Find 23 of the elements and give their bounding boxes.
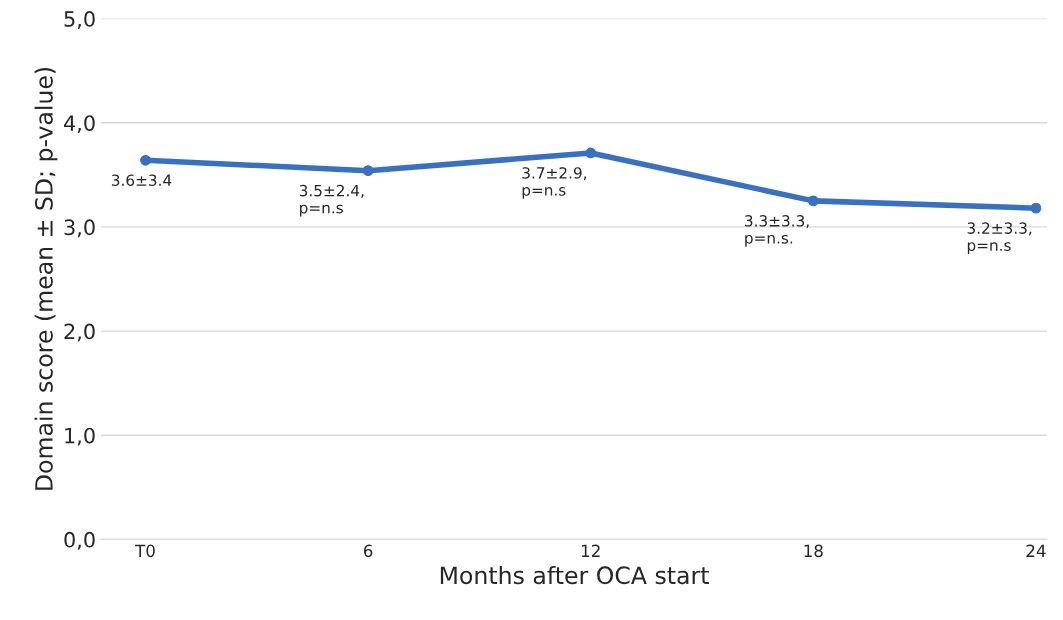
annotation: 3.3±3.3, p=n.s. xyxy=(745,215,809,247)
point xyxy=(1030,202,1042,214)
y-tick-label: 0,0 xyxy=(64,531,95,550)
point xyxy=(362,165,374,177)
point xyxy=(585,147,597,159)
x-tick-label: 18 xyxy=(804,544,823,558)
annotation: 3.2±3.3, p=n.s xyxy=(967,222,1032,254)
point xyxy=(807,195,819,207)
annotation: 3.5±2.4, p=n.s xyxy=(299,184,364,217)
x-tick-label: 24 xyxy=(1026,544,1046,557)
y-tick-label: 3,0 xyxy=(64,219,95,238)
x-tick-label: 12 xyxy=(581,544,600,557)
x-axis-title: Months after OCA start xyxy=(440,565,709,585)
y-tick-label: 5,0 xyxy=(64,11,95,29)
annotation: 3.6±3.4 xyxy=(111,174,172,186)
point xyxy=(140,154,151,166)
y-axis-title: Domain score (mean ± SD; p-value) xyxy=(34,67,58,490)
x-tick-label: T0 xyxy=(135,544,155,558)
y-tick-label: 4,0 xyxy=(64,115,95,134)
annotation: 3.7±2.9, p=n.s xyxy=(522,167,587,199)
y-tick-label: 1,0 xyxy=(65,427,95,446)
x-tick-label: 6 xyxy=(363,544,373,558)
y-tick-label: 2,0 xyxy=(64,323,95,342)
